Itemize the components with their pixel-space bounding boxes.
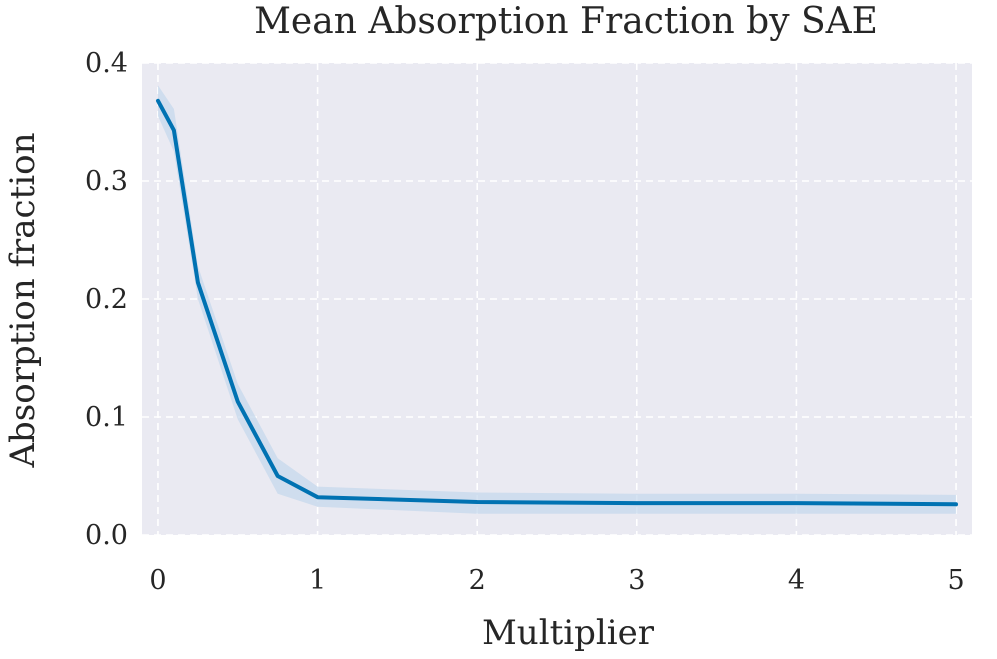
x-tick-label: 3 (628, 565, 645, 596)
chart-title: Mean Absorption Fraction by SAE (254, 1, 878, 42)
x-tick-labels: 0 1 2 3 4 5 (149, 565, 964, 596)
x-tick-label: 1 (309, 565, 326, 596)
grid (142, 62, 972, 536)
y-tick-label: 0.0 (85, 520, 128, 551)
y-tick-label: 0.1 (85, 402, 128, 433)
y-tick-label: 0.2 (85, 284, 128, 315)
y-axis-label: Absorption fraction (3, 132, 43, 468)
x-axis-label: Multiplier (482, 613, 655, 653)
x-tick-label: 5 (947, 565, 964, 596)
y-tick-label: 0.4 (85, 48, 128, 79)
x-tick-label: 0 (149, 565, 166, 596)
y-tick-labels: 0.0 0.1 0.2 0.3 0.4 (85, 48, 128, 551)
x-tick-label: 2 (469, 565, 486, 596)
series-line (156, 98, 958, 507)
x-tick-label: 4 (788, 565, 805, 596)
y-tick-label: 0.3 (85, 166, 128, 197)
